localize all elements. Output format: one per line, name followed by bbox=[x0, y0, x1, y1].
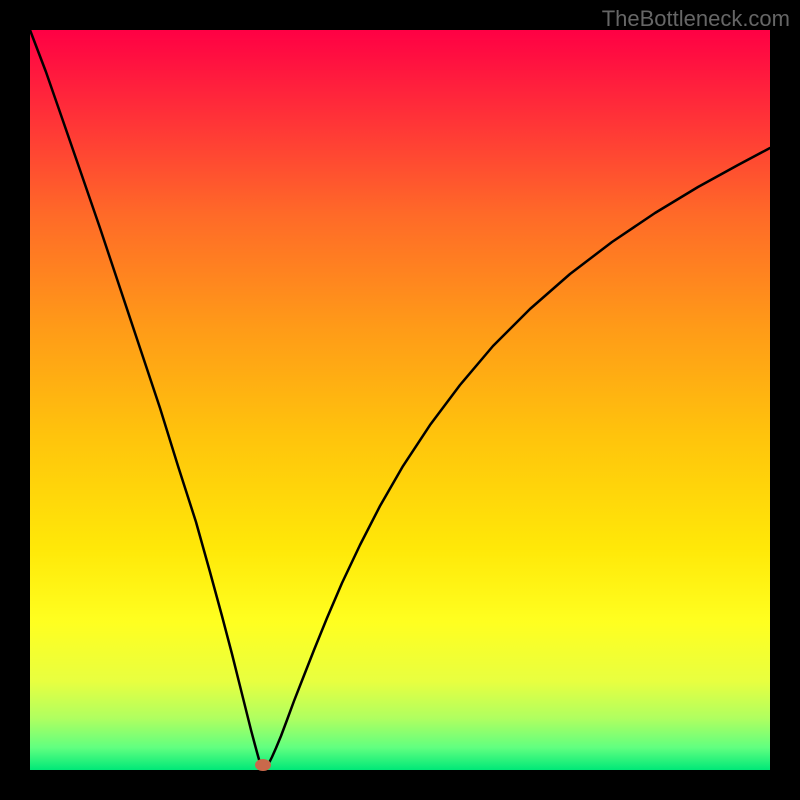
optimum-marker bbox=[255, 759, 271, 771]
watermark-text: TheBottleneck.com bbox=[602, 6, 790, 32]
chart-background bbox=[30, 30, 770, 770]
chart-svg bbox=[0, 0, 800, 800]
bottleneck-chart: TheBottleneck.com bbox=[0, 0, 800, 800]
